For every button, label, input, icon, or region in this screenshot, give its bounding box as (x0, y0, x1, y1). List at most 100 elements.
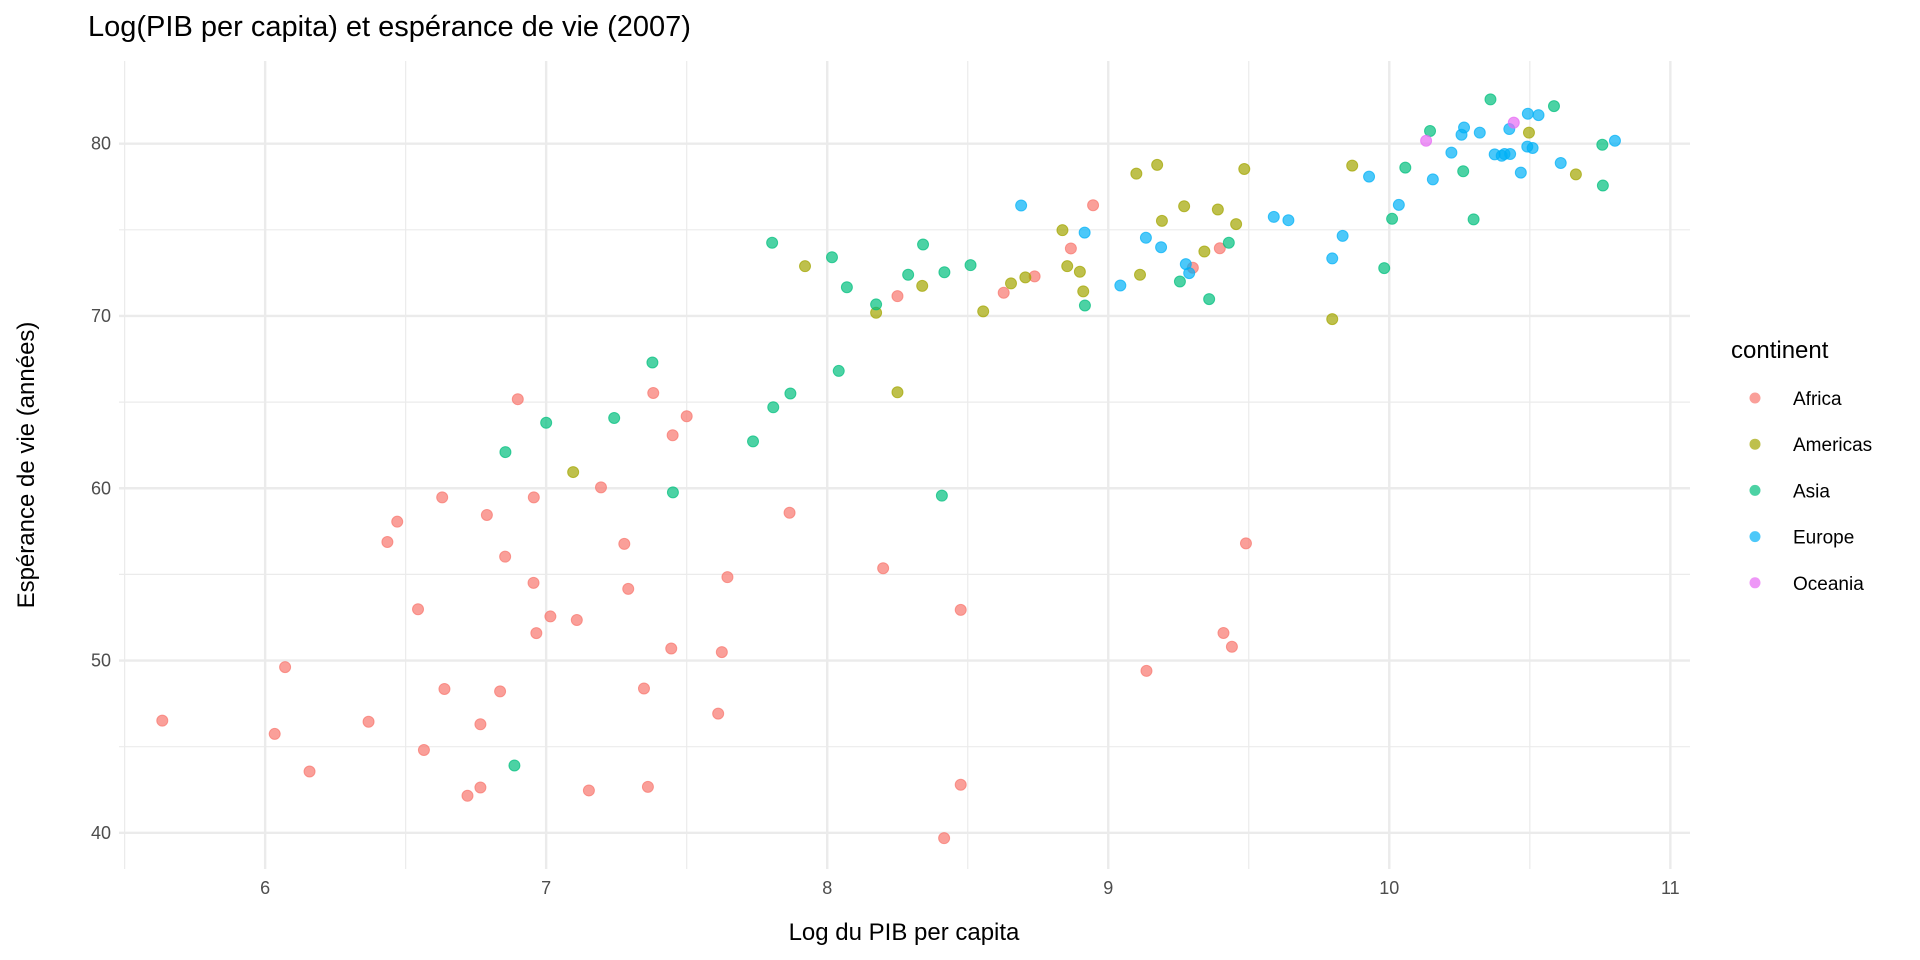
y-axis-ticks: 40 50 60 70 80 (91, 134, 111, 843)
y-tick-label: 50 (91, 651, 111, 671)
data-point (1547, 100, 1560, 113)
data-point (1114, 279, 1127, 292)
data-point (1522, 126, 1535, 139)
data-point (1078, 299, 1091, 312)
data-point (1378, 262, 1391, 275)
data-point (608, 411, 621, 424)
data-point (1198, 245, 1211, 258)
data-point (954, 778, 967, 791)
data-point (784, 387, 797, 400)
data-point (1213, 242, 1226, 255)
legend-key-icon (1749, 577, 1761, 589)
data-point (1526, 142, 1539, 155)
data-point (618, 537, 631, 550)
data-point (891, 386, 904, 399)
data-point (1326, 313, 1339, 326)
legend-item-americas: Americas (1749, 435, 1872, 456)
data-point (877, 562, 890, 575)
data-point (917, 238, 930, 251)
data-point (1077, 285, 1090, 298)
data-point (647, 386, 660, 399)
legend-title: continent (1731, 337, 1829, 364)
data-point (1140, 664, 1153, 677)
data-point (1336, 229, 1349, 242)
legend-label: Asia (1793, 481, 1830, 502)
data-point (511, 393, 524, 406)
data-point (1056, 224, 1069, 237)
data-point (480, 508, 493, 521)
data-point (870, 298, 883, 311)
data-point (799, 260, 812, 273)
data-point (1426, 173, 1439, 186)
data-point (1267, 210, 1280, 223)
data-point (527, 576, 540, 589)
data-point (680, 410, 693, 423)
data-point (279, 661, 292, 674)
data-point (1155, 241, 1168, 254)
x-tick-label: 6 (260, 878, 270, 898)
data-point (268, 727, 281, 740)
data-point (582, 784, 595, 797)
data-point (1420, 134, 1433, 147)
data-point (499, 550, 512, 563)
data-point (1005, 277, 1018, 290)
data-point (530, 627, 543, 640)
legend-label: Americas (1793, 435, 1872, 456)
data-point (1596, 138, 1609, 151)
data-point (508, 759, 521, 772)
y-tick-label: 40 (91, 823, 111, 843)
data-point (747, 435, 760, 448)
data-point (1239, 537, 1252, 550)
data-point (1458, 121, 1471, 134)
data-point (1238, 163, 1251, 176)
data-point (412, 603, 425, 616)
data-point (1151, 158, 1164, 171)
data-point (721, 571, 734, 584)
data-point (766, 236, 779, 249)
data-point (840, 281, 853, 294)
data-point (715, 646, 728, 659)
data-point (1457, 165, 1470, 178)
x-tick-label: 11 (1661, 878, 1680, 898)
data-point (938, 266, 951, 279)
series-oceania (1420, 116, 1520, 147)
x-tick-label: 9 (1103, 878, 1113, 898)
data-point (646, 356, 659, 369)
data-point (891, 290, 904, 303)
data-point (1211, 203, 1224, 216)
legend-item-oceania: Oceania (1749, 574, 1864, 595)
data-point (1399, 161, 1412, 174)
data-point (1521, 107, 1534, 120)
data-point (156, 714, 169, 727)
data-points (156, 93, 1621, 845)
data-point (1363, 170, 1376, 183)
data-point (567, 466, 580, 479)
data-point (303, 765, 316, 778)
data-point (935, 489, 948, 502)
data-point (540, 416, 553, 429)
data-point (767, 401, 780, 414)
data-point (1230, 218, 1243, 231)
grid (119, 61, 1690, 869)
data-point (783, 506, 796, 519)
y-axis-title: Espérance de vie (années) (13, 322, 40, 609)
data-point (1183, 267, 1196, 280)
y-tick-label: 80 (91, 134, 111, 154)
data-point (1282, 214, 1295, 227)
data-point (594, 481, 607, 494)
legend-key-icon (1749, 392, 1761, 404)
data-point (1203, 293, 1216, 306)
chart-title: Log(PIB per capita) et espérance de vie … (88, 11, 691, 43)
data-point (1507, 116, 1520, 129)
data-point (916, 279, 929, 292)
data-point (1514, 166, 1527, 179)
x-axis-title: Log du PIB per capita (789, 919, 1020, 946)
data-point (1073, 265, 1086, 278)
series-asia (499, 93, 1609, 772)
data-point (570, 614, 583, 627)
data-point (1484, 93, 1497, 106)
data-point (1569, 168, 1582, 181)
data-point (977, 305, 990, 318)
data-point (938, 832, 951, 845)
